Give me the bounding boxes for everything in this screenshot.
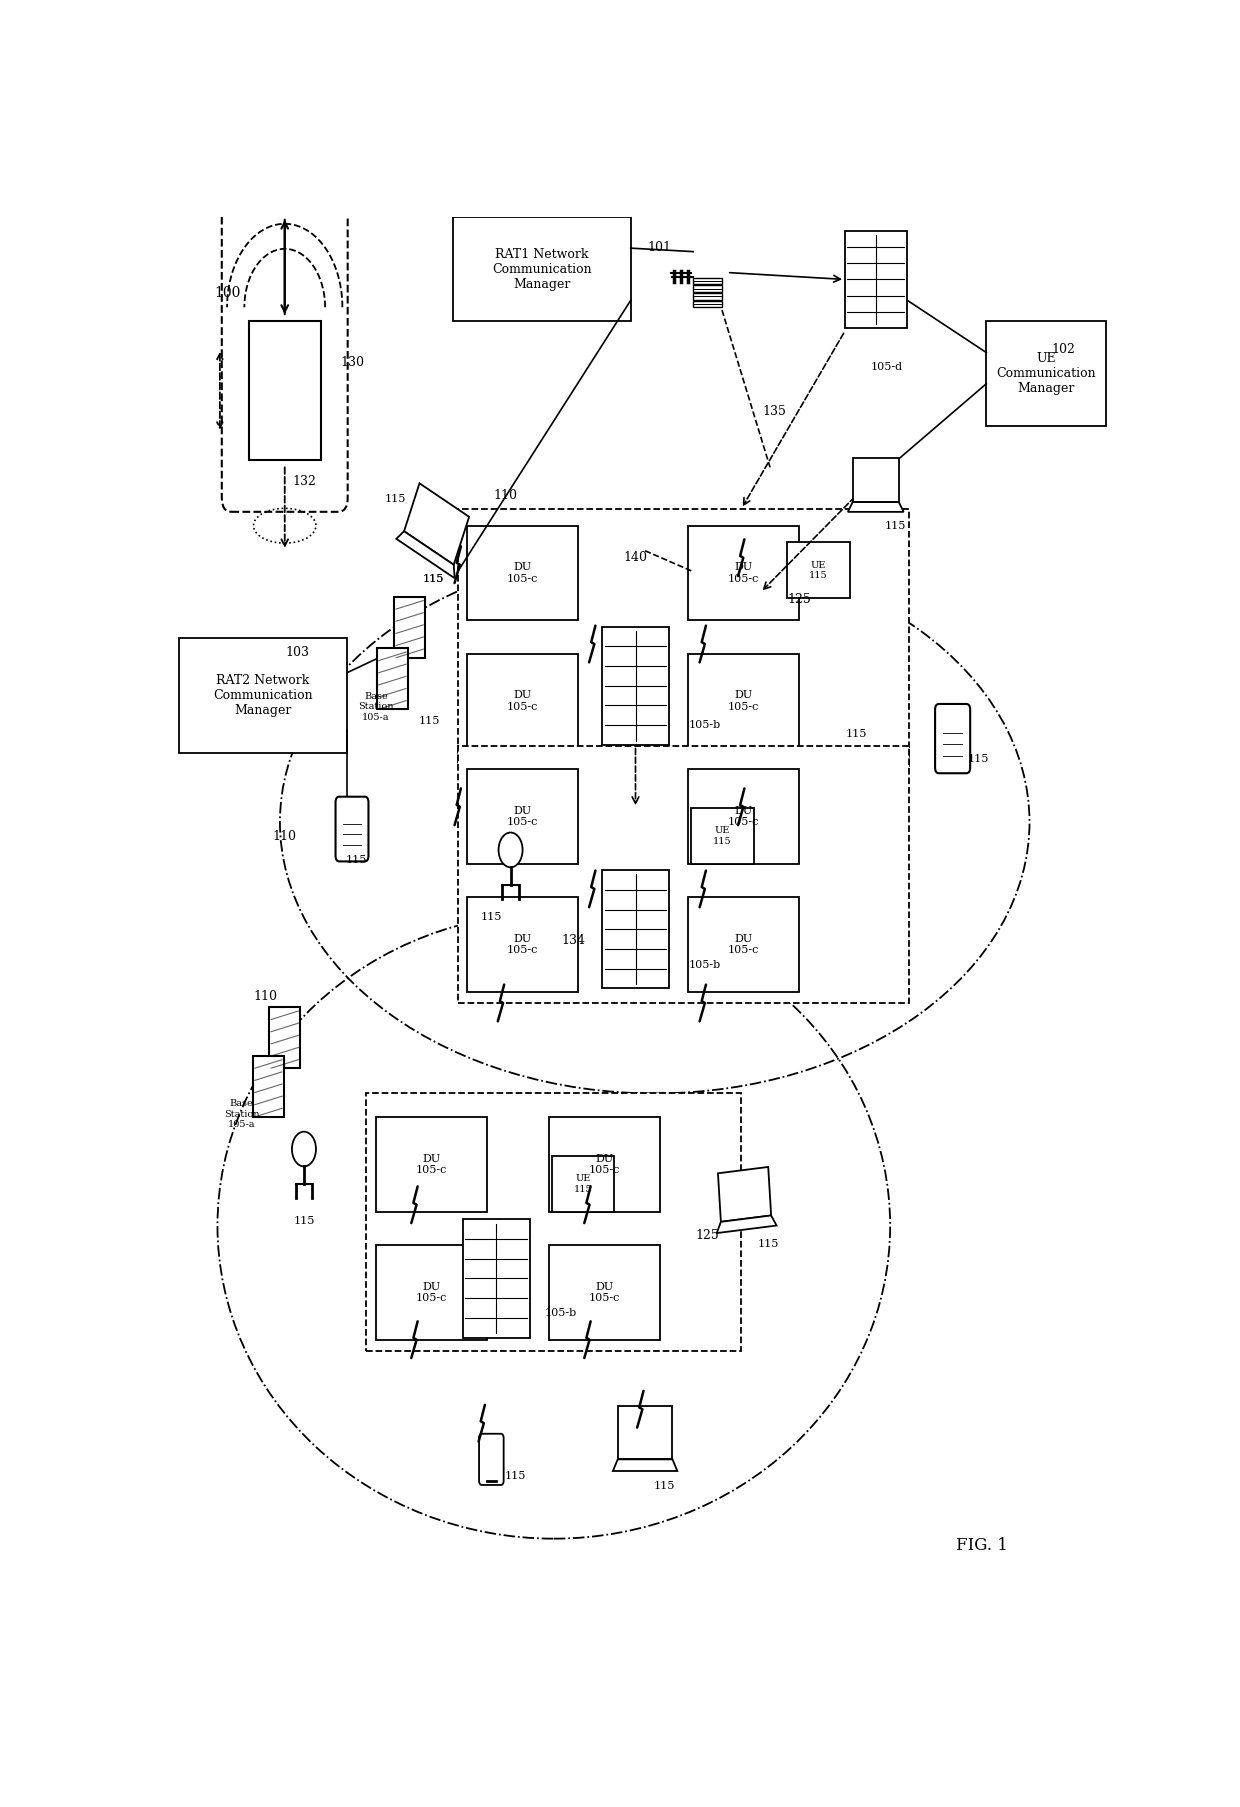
Text: DU
105-c: DU 105-c [589, 1281, 620, 1303]
Bar [179, 638, 347, 752]
Bar [601, 627, 670, 744]
Bar [376, 1117, 486, 1212]
Text: 115: 115 [423, 573, 444, 584]
Circle shape [498, 833, 522, 867]
Text: 105-b: 105-b [544, 1308, 577, 1319]
Bar [693, 300, 722, 307]
Bar [688, 654, 799, 748]
Bar [549, 1117, 660, 1212]
Bar [552, 1156, 614, 1212]
Text: DU
105-c: DU 105-c [728, 690, 759, 712]
Text: Base
Station
105-a: Base Station 105-a [358, 692, 394, 721]
Bar [253, 1055, 284, 1117]
Text: 115: 115 [505, 1471, 526, 1482]
Bar [377, 649, 408, 708]
Text: 115: 115 [384, 495, 405, 504]
Bar [688, 898, 799, 992]
FancyBboxPatch shape [935, 705, 970, 773]
Bar [693, 286, 722, 293]
Text: 105-d: 105-d [870, 361, 903, 372]
Text: DU
105-c: DU 105-c [507, 934, 538, 956]
Text: 110: 110 [273, 829, 296, 842]
Polygon shape [613, 1460, 677, 1471]
Text: DU
105-c: DU 105-c [415, 1281, 446, 1303]
Bar [467, 770, 578, 864]
Text: 105-b: 105-b [688, 719, 720, 730]
Text: 103: 103 [285, 645, 309, 660]
Bar [269, 1006, 300, 1068]
Bar [549, 1245, 660, 1339]
Polygon shape [618, 1406, 672, 1460]
Bar [467, 654, 578, 748]
Polygon shape [397, 531, 455, 578]
Bar [463, 1220, 529, 1337]
Text: 132: 132 [291, 475, 316, 488]
Text: RAT2 Network
Communication
Manager: RAT2 Network Communication Manager [213, 674, 312, 717]
Bar [453, 217, 631, 322]
Text: 115: 115 [846, 730, 867, 739]
Bar [376, 1245, 486, 1339]
Bar [249, 322, 321, 461]
Text: DU
105-c: DU 105-c [728, 806, 759, 828]
Text: DU
105-c: DU 105-c [589, 1153, 620, 1175]
Bar [844, 231, 906, 329]
Text: 115: 115 [653, 1480, 675, 1491]
Bar [691, 808, 754, 864]
Text: 101: 101 [647, 240, 672, 255]
Text: 115: 115 [481, 913, 502, 922]
Text: 115: 115 [884, 520, 905, 531]
FancyBboxPatch shape [336, 797, 368, 862]
Bar [367, 1093, 742, 1352]
Text: 135: 135 [763, 405, 787, 417]
Text: RAT1 Network
Communication
Manager: RAT1 Network Communication Manager [492, 248, 591, 291]
Bar [986, 322, 1106, 425]
Text: 115: 115 [418, 716, 439, 726]
Text: 115: 115 [294, 1216, 315, 1227]
Text: UE
115: UE 115 [574, 1175, 593, 1194]
Text: UE
115: UE 115 [810, 560, 828, 580]
Polygon shape [718, 1167, 771, 1222]
Polygon shape [404, 482, 469, 566]
Bar [688, 770, 799, 864]
Polygon shape [717, 1216, 776, 1232]
Bar [467, 526, 578, 620]
Text: 140: 140 [624, 551, 647, 564]
Bar [693, 278, 722, 284]
Bar [394, 596, 425, 658]
Bar [787, 542, 849, 598]
Text: 110: 110 [253, 990, 278, 1003]
Text: 102: 102 [1052, 343, 1075, 356]
Text: FIG. 1: FIG. 1 [956, 1538, 1007, 1554]
Bar [688, 526, 799, 620]
Text: DU
105-c: DU 105-c [728, 562, 759, 584]
Text: 110: 110 [494, 488, 518, 502]
FancyBboxPatch shape [479, 1433, 503, 1485]
Bar [601, 871, 670, 988]
Bar [458, 510, 909, 766]
Text: 115: 115 [758, 1238, 779, 1249]
Text: UE
Communication
Manager: UE Communication Manager [997, 352, 1096, 396]
Circle shape [291, 1131, 316, 1167]
Text: 125: 125 [696, 1229, 719, 1241]
Text: DU
105-c: DU 105-c [507, 806, 538, 828]
Text: 134: 134 [560, 934, 585, 947]
Text: 115: 115 [346, 855, 367, 866]
Text: UE
115: UE 115 [713, 826, 732, 846]
Text: 125: 125 [787, 593, 811, 605]
Bar [693, 293, 722, 300]
Text: 130: 130 [340, 356, 365, 369]
Text: DU
105-c: DU 105-c [415, 1153, 446, 1175]
Text: 100: 100 [213, 286, 241, 300]
Text: 105-b: 105-b [688, 960, 720, 970]
Bar [467, 898, 578, 992]
Text: DU
105-c: DU 105-c [507, 690, 538, 712]
Text: 115: 115 [968, 755, 990, 764]
Text: DU
105-c: DU 105-c [507, 562, 538, 584]
Text: 115: 115 [423, 573, 444, 584]
Text: DU
105-c: DU 105-c [728, 934, 759, 956]
Text: Base
Station
105-a: Base Station 105-a [223, 1099, 259, 1129]
Polygon shape [848, 502, 904, 511]
Polygon shape [853, 457, 899, 502]
Bar [458, 746, 909, 1003]
